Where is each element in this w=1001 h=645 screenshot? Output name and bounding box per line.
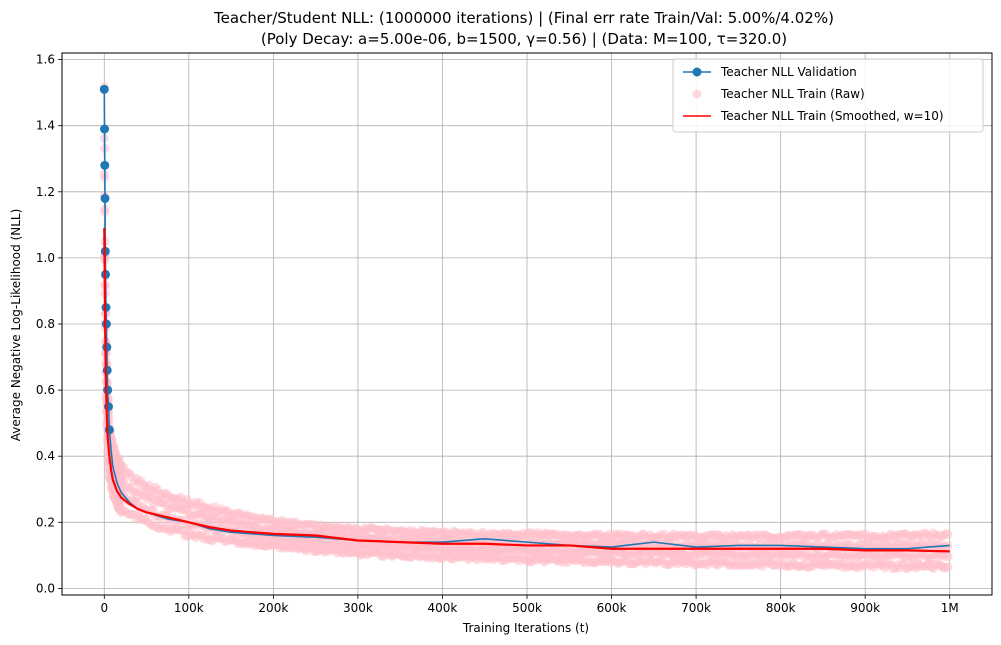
x-axis-label: Training Iterations (t) bbox=[462, 621, 589, 635]
legend-smoothed-label: Teacher NLL Train (Smoothed, w=10) bbox=[720, 109, 944, 123]
x-tick-label: 0 bbox=[100, 601, 108, 615]
legend-raw-label: Teacher NLL Train (Raw) bbox=[720, 87, 865, 101]
x-tick-label: 500k bbox=[512, 601, 542, 615]
validation-point bbox=[104, 402, 113, 412]
y-tick-label: 0.8 bbox=[36, 317, 55, 331]
legend-validation-label: Teacher NLL Validation bbox=[720, 65, 857, 79]
train-raw-point bbox=[943, 562, 953, 572]
x-tick-label: 600k bbox=[597, 601, 627, 615]
chart-title: Teacher/Student NLL: (1000000 iterations… bbox=[213, 9, 834, 27]
x-tick-label: 1M bbox=[941, 601, 959, 615]
validation-point bbox=[100, 160, 110, 170]
validation-point bbox=[102, 342, 112, 352]
chart-subtitle: (Poly Decay: a=5.00e-06, b=1500, γ=0.56)… bbox=[261, 30, 787, 48]
y-tick-label: 0.0 bbox=[36, 581, 55, 595]
train-raw-point bbox=[943, 530, 953, 540]
y-axis-label: Average Negative Log-Likelihood (NLL) bbox=[9, 209, 23, 442]
train-raw-points bbox=[99, 82, 953, 574]
validation-point bbox=[103, 385, 113, 395]
y-tick-label: 0.4 bbox=[36, 449, 55, 463]
legend-raw-marker bbox=[692, 89, 702, 99]
x-tick-label: 200k bbox=[258, 601, 288, 615]
x-tick-label: 100k bbox=[174, 601, 204, 615]
train-raw-point bbox=[943, 552, 953, 562]
y-tick-label: 1.4 bbox=[36, 119, 55, 133]
smoothed-line bbox=[103, 228, 950, 553]
y-tick-label: 0.2 bbox=[36, 515, 55, 529]
x-tick-label: 800k bbox=[766, 601, 796, 615]
validation-point bbox=[100, 193, 110, 203]
x-tick-label: 400k bbox=[428, 601, 458, 615]
validation-point bbox=[100, 124, 110, 134]
y-tick-label: 1.6 bbox=[36, 53, 55, 67]
validation-point bbox=[102, 365, 112, 375]
validation-series bbox=[99, 84, 950, 550]
y-tick-label: 0.6 bbox=[36, 383, 55, 397]
x-tick-label: 300k bbox=[343, 601, 373, 615]
legend: Teacher NLL Validation Teacher NLL Train… bbox=[672, 58, 984, 133]
y-axis-ticks: 0.0 0.2 0.4 0.6 0.8 1.0 1.2 1.4 1.6 bbox=[36, 53, 62, 595]
x-axis-ticks: 0 100k 200k 300k 400k 500k 600k 700k 800k 900k 1M bbox=[100, 595, 959, 615]
train-smoothed-series bbox=[103, 228, 950, 553]
x-tick-label: 700k bbox=[681, 601, 711, 615]
y-tick-label: 1.0 bbox=[36, 251, 55, 265]
x-tick-label: 900k bbox=[850, 601, 880, 615]
grid bbox=[62, 53, 992, 595]
validation-point bbox=[101, 319, 111, 329]
y-tick-label: 1.2 bbox=[36, 185, 55, 199]
validation-point bbox=[99, 84, 109, 94]
legend-validation-marker bbox=[692, 67, 702, 77]
